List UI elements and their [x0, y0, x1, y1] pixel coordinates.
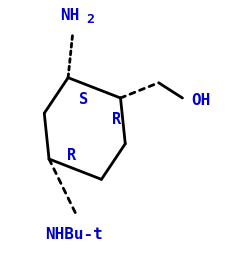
Text: OH: OH	[191, 93, 210, 108]
Text: NHBu-t: NHBu-t	[45, 226, 103, 242]
Text: S: S	[79, 92, 88, 107]
Text: NH: NH	[60, 8, 79, 23]
Text: R: R	[67, 148, 76, 163]
Text: 2: 2	[86, 13, 94, 25]
Text: R: R	[112, 112, 121, 127]
